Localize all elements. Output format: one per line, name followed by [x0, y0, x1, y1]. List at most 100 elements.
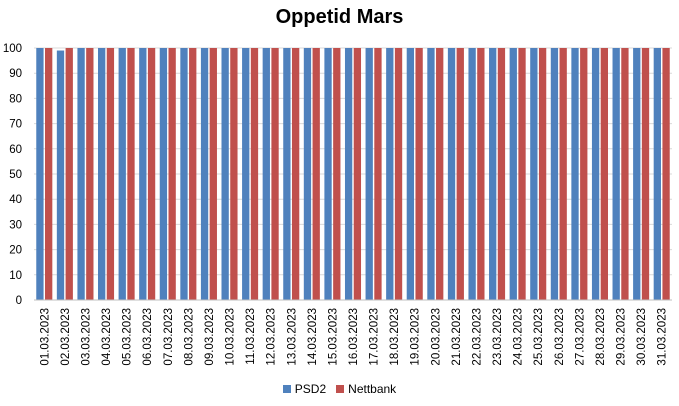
- legend-label: Nettbank: [348, 382, 397, 396]
- bar-nettbank-15: [333, 48, 341, 300]
- bar-nettbank-29: [621, 48, 629, 300]
- x-tick-label: 06.03.2023: [142, 308, 154, 366]
- bar-nettbank-5: [127, 48, 135, 300]
- bar-nettbank-7: [168, 48, 176, 300]
- x-tick-label: 04.03.2023: [101, 308, 113, 366]
- x-tick-label: 22.03.2023: [471, 308, 483, 366]
- bar-psd2-9: [200, 48, 209, 300]
- x-tick-label: 21.03.2023: [451, 308, 463, 366]
- y-tick-label: 90: [9, 68, 22, 80]
- bar-nettbank-27: [580, 48, 588, 300]
- bar-nettbank-24: [518, 48, 526, 300]
- x-tick-label: 24.03.2023: [513, 308, 525, 366]
- y-tick-label: 80: [9, 93, 22, 105]
- legend-swatch: [282, 385, 291, 393]
- x-tick-label: 15.03.2023: [327, 308, 339, 366]
- bar-nettbank-28: [600, 48, 608, 300]
- bar-nettbank-1: [45, 48, 53, 300]
- bar-nettbank-13: [291, 48, 300, 300]
- bar-psd2-13: [283, 48, 291, 300]
- x-tick-label: 28.03.2023: [595, 308, 607, 366]
- x-tick-label: 07.03.2023: [163, 308, 175, 366]
- bar-nettbank-31: [662, 48, 670, 300]
- bar-psd2-17: [365, 48, 373, 300]
- y-tick-label: 10: [9, 270, 22, 282]
- x-tick-label: 14.03.2023: [307, 308, 319, 366]
- y-tick-labels: 0 10 20 30 40 50 60 70 80 90 100: [3, 43, 22, 307]
- bar-psd2-21: [447, 48, 456, 300]
- bars: [36, 48, 670, 300]
- y-tick-label: 0: [16, 295, 22, 307]
- x-tick-label: 12.03.2023: [266, 308, 278, 366]
- bar-nettbank-12: [271, 48, 279, 300]
- bar-psd2-3: [77, 48, 85, 300]
- x-tick-label: 25.03.2023: [533, 308, 545, 366]
- x-tick-label: 18.03.2023: [389, 308, 401, 366]
- x-tick-label: 17.03.2023: [369, 308, 381, 366]
- bar-nettbank-25: [538, 48, 547, 300]
- bar-psd2-14: [303, 48, 312, 300]
- legend-item-nettbank: Nettbank: [336, 382, 396, 396]
- bar-nettbank-3: [86, 48, 94, 300]
- bar-psd2-1: [36, 48, 44, 300]
- bar-nettbank-16: [353, 48, 362, 300]
- bar-nettbank-10: [230, 48, 238, 300]
- bar-nettbank-30: [641, 48, 650, 300]
- bar-nettbank-21: [456, 48, 464, 300]
- x-tick-label: 31.03.2023: [657, 308, 669, 366]
- y-tick-label: 60: [9, 144, 22, 156]
- bar-psd2-16: [344, 48, 353, 300]
- x-tick-label: 09.03.2023: [204, 308, 216, 366]
- bar-psd2-23: [489, 48, 497, 300]
- bar-psd2-11: [242, 48, 250, 300]
- x-tick-label: 23.03.2023: [492, 308, 504, 366]
- bar-psd2-26: [550, 48, 559, 300]
- legend-label: PSD2: [294, 382, 327, 396]
- bar-psd2-18: [386, 48, 394, 300]
- bar-psd2-25: [530, 48, 538, 300]
- y-tick-label: 50: [9, 169, 22, 181]
- x-tick-label: 16.03.2023: [348, 308, 360, 366]
- chart-title: Oppetid Mars: [275, 6, 404, 28]
- bar-nettbank-26: [559, 48, 567, 300]
- bar-psd2-7: [159, 48, 168, 300]
- bar-psd2-15: [324, 48, 332, 300]
- bar-psd2-29: [612, 48, 620, 300]
- bar-psd2-19: [406, 48, 415, 300]
- bar-nettbank-9: [209, 48, 217, 300]
- bar-psd2-10: [221, 48, 229, 300]
- legend-swatch: [336, 385, 345, 393]
- x-tick-label: 01.03.2023: [39, 308, 51, 366]
- legend-item-psd2: PSD2: [282, 382, 327, 396]
- y-tick-label: 40: [9, 194, 22, 206]
- bar-nettbank-11: [250, 48, 259, 300]
- bar-nettbank-6: [147, 48, 156, 300]
- bar-psd2-5: [118, 48, 126, 300]
- bar-psd2-12: [262, 48, 270, 300]
- bar-psd2-4: [98, 48, 106, 300]
- bar-nettbank-4: [106, 48, 115, 300]
- bar-psd2-24: [509, 48, 517, 300]
- bar-psd2-31: [653, 48, 661, 300]
- x-tick-label: 10.03.2023: [225, 308, 237, 366]
- bar-nettbank-8: [189, 48, 197, 300]
- bar-nettbank-17: [374, 48, 382, 300]
- bar-psd2-2: [56, 50, 65, 300]
- y-tick-label: 100: [3, 43, 22, 55]
- x-tick-label: 05.03.2023: [122, 308, 134, 366]
- bar-psd2-20: [427, 48, 435, 300]
- x-tick-label: 11.03.2023: [245, 308, 257, 365]
- x-tick-label: 08.03.2023: [183, 308, 195, 366]
- x-tick-label: 30.03.2023: [636, 308, 648, 366]
- y-tick-label: 70: [9, 119, 22, 131]
- bar-psd2-27: [571, 48, 579, 300]
- x-tick-label: 27.03.2023: [574, 308, 586, 366]
- bar-psd2-28: [591, 48, 600, 300]
- bar-psd2-6: [139, 48, 147, 300]
- x-tick-label: 02.03.2023: [60, 308, 72, 366]
- bar-psd2-22: [468, 48, 476, 300]
- bar-nettbank-22: [477, 48, 485, 300]
- x-tick-labels: 01.03.2023 02.03.2023 03.03.2023 04.03.2023…: [39, 308, 668, 366]
- x-tick-label: 13.03.2023: [286, 308, 298, 366]
